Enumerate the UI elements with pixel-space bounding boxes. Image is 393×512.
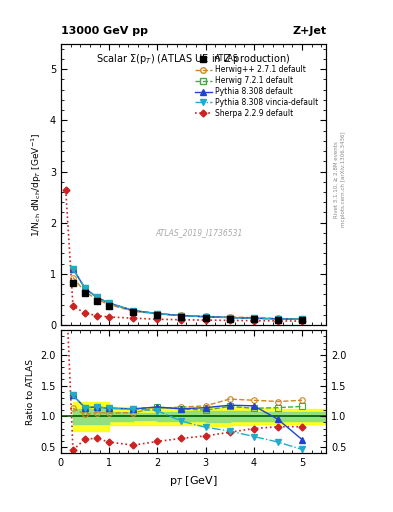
Text: ATLAS_2019_I1736531: ATLAS_2019_I1736531 — [155, 228, 242, 237]
Y-axis label: 1/N$_{\rm ch}$ dN$_{\rm ch}$/dp$_T$ [GeV$^{-1}$]: 1/N$_{\rm ch}$ dN$_{\rm ch}$/dp$_T$ [GeV… — [30, 132, 44, 237]
Text: mcplots.cern.ch [arXiv:1306.3436]: mcplots.cern.ch [arXiv:1306.3436] — [342, 132, 346, 227]
Y-axis label: Ratio to ATLAS: Ratio to ATLAS — [26, 359, 35, 424]
Text: 13000 GeV pp: 13000 GeV pp — [61, 27, 148, 36]
X-axis label: p$_T$ [GeV]: p$_T$ [GeV] — [169, 474, 218, 487]
Legend: ATLAS, Herwig++ 2.7.1 default, Herwig 7.2.1 default, Pythia 8.308 default, Pythi: ATLAS, Herwig++ 2.7.1 default, Herwig 7.… — [193, 53, 320, 120]
Text: Rivet 3.1.10, ≥ 2.8M events: Rivet 3.1.10, ≥ 2.8M events — [334, 141, 338, 218]
Text: Z+Jet: Z+Jet — [292, 27, 326, 36]
Text: Scalar $\Sigma$(p$_T$) (ATLAS UE in Z production): Scalar $\Sigma$(p$_T$) (ATLAS UE in Z pr… — [96, 52, 291, 66]
